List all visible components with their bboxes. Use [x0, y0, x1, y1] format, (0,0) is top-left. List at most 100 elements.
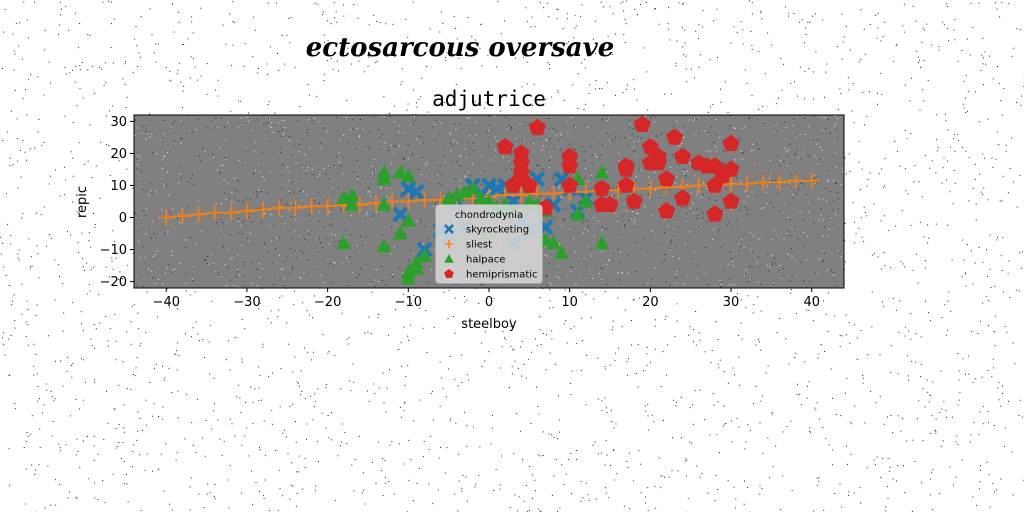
- data-point-halpace: [400, 167, 416, 182]
- data-point-halpace: [392, 225, 408, 240]
- x-tick-label: 30: [723, 295, 740, 310]
- data-point-hemiprismatic: [617, 176, 635, 193]
- data-point-halpace: [400, 212, 416, 227]
- data-point-sliest: [206, 204, 223, 221]
- data-point-sliest: [303, 198, 320, 215]
- data-point-hemiprismatic: [706, 205, 724, 222]
- data-point-hemiprismatic: [512, 144, 530, 161]
- x-tick-label: −30: [233, 295, 260, 310]
- x-tick-label: 40: [803, 295, 820, 310]
- data-point-hemiprismatic: [520, 176, 538, 193]
- data-point-halpace: [481, 193, 497, 208]
- data-point-sliest: [255, 201, 272, 218]
- legend-label-halpace: halpace: [466, 255, 505, 266]
- data-point-sliest: [513, 187, 530, 204]
- data-point-halpace: [400, 270, 416, 285]
- data-point-hemiprismatic: [601, 195, 619, 212]
- data-point-hemiprismatic: [561, 176, 579, 193]
- data-point-halpace: [521, 193, 537, 208]
- data-point-hemiprismatic: [722, 134, 740, 152]
- legend-label-sliest: sliest: [466, 240, 492, 251]
- data-point-halpace: [392, 164, 408, 179]
- chart-title: adjutrice: [432, 87, 546, 111]
- data-point-hemiprismatic: [504, 176, 522, 193]
- data-point-hemiprismatic: [593, 179, 611, 196]
- data-point-sliest: [319, 198, 336, 215]
- data-point-skyrocketing: [408, 183, 425, 200]
- x-tick-label: 10: [561, 295, 578, 310]
- data-point-sliest: [174, 207, 191, 224]
- data-point-sliest: [803, 172, 820, 189]
- legend-label-hemiprismatic: hemiprismatic: [466, 270, 538, 281]
- data-point-hemiprismatic: [722, 160, 740, 177]
- legend-label-skyrocketing: skyrocketing: [466, 225, 529, 236]
- data-point-hemiprismatic: [561, 147, 579, 164]
- data-point-sliest: [642, 180, 659, 197]
- legend-title: chondrodynia: [455, 210, 523, 221]
- y-tick-label: 30: [110, 115, 127, 130]
- data-point-hemiprismatic: [657, 202, 676, 219]
- legend-item-halpace: halpace: [444, 254, 505, 266]
- data-point-halpace: [416, 247, 433, 262]
- y-tick-label: −20: [100, 275, 127, 290]
- series-layer: [158, 115, 820, 285]
- data-point-sliest: [739, 175, 756, 192]
- data-point-skyrocketing: [400, 180, 417, 197]
- data-point-hemiprismatic: [617, 160, 635, 177]
- x-axis: −40 −30 −20 −10 0 10 20 30 40: [153, 288, 820, 310]
- data-point-halpace: [376, 238, 392, 253]
- data-point-sliest: [416, 191, 433, 208]
- x-axis-label: steelboy: [461, 317, 517, 332]
- data-point-halpace: [465, 180, 481, 195]
- data-point-sliest: [238, 203, 255, 220]
- y-tick-label: 0: [119, 211, 127, 226]
- legend-marker-skyrocketing: [444, 224, 454, 234]
- data-point-sliest: [287, 199, 304, 216]
- legend-marker-sliest: [445, 240, 453, 248]
- x-tick-label: −10: [395, 295, 422, 310]
- y-tick-label: 10: [110, 179, 127, 194]
- data-point-skyrocketing: [481, 177, 497, 194]
- legend: chondrodynia skyrocketing sliest halpace he…: [435, 204, 543, 284]
- data-point-skyrocketing: [489, 180, 506, 197]
- data-point-halpace: [408, 254, 424, 269]
- data-point-sliest: [690, 177, 707, 194]
- y-tick-label: −10: [100, 243, 127, 258]
- data-point-halpace: [554, 244, 570, 259]
- data-point-hemiprismatic: [633, 115, 651, 132]
- data-point-sliest: [384, 193, 401, 210]
- series-hemiprismatic: [496, 115, 740, 222]
- x-tick-label: −40: [153, 295, 180, 310]
- data-point-skyrocketing: [392, 206, 409, 223]
- y-axis: −20 −10 0 10 20 30: [100, 115, 134, 290]
- data-point-sliest: [545, 185, 562, 202]
- legend-marker-halpace: [444, 254, 454, 263]
- data-point-hemiprismatic: [722, 192, 740, 209]
- legend-item-skyrocketing: skyrocketing: [444, 224, 529, 236]
- legend-item-sliest: sliest: [445, 240, 492, 251]
- data-point-sliest: [771, 174, 788, 191]
- data-point-halpace: [344, 187, 360, 202]
- data-point-halpace: [545, 235, 562, 250]
- data-point-sliest: [723, 175, 740, 192]
- data-point-halpace: [336, 235, 352, 250]
- x-tick-label: 0: [485, 295, 493, 310]
- legend-marker-hemiprismatic: [444, 269, 454, 278]
- legend-item-hemiprismatic: hemiprismatic: [444, 269, 538, 281]
- data-point-hemiprismatic: [674, 189, 692, 206]
- data-point-halpace: [594, 235, 610, 250]
- data-point-sliest: [271, 199, 288, 216]
- data-point-sliest: [158, 209, 175, 226]
- data-point-hemiprismatic: [528, 118, 546, 136]
- data-point-hemiprismatic: [496, 138, 514, 155]
- data-point-hemiprismatic: [512, 154, 530, 171]
- data-point-halpace: [376, 196, 392, 211]
- data-point-halpace: [594, 164, 610, 179]
- data-point-hemiprismatic: [657, 170, 676, 187]
- data-point-sliest: [400, 193, 417, 210]
- data-point-halpace: [376, 171, 392, 186]
- data-point-sliest: [755, 174, 772, 191]
- data-point-sliest: [222, 204, 239, 221]
- data-point-hemiprismatic: [641, 138, 659, 155]
